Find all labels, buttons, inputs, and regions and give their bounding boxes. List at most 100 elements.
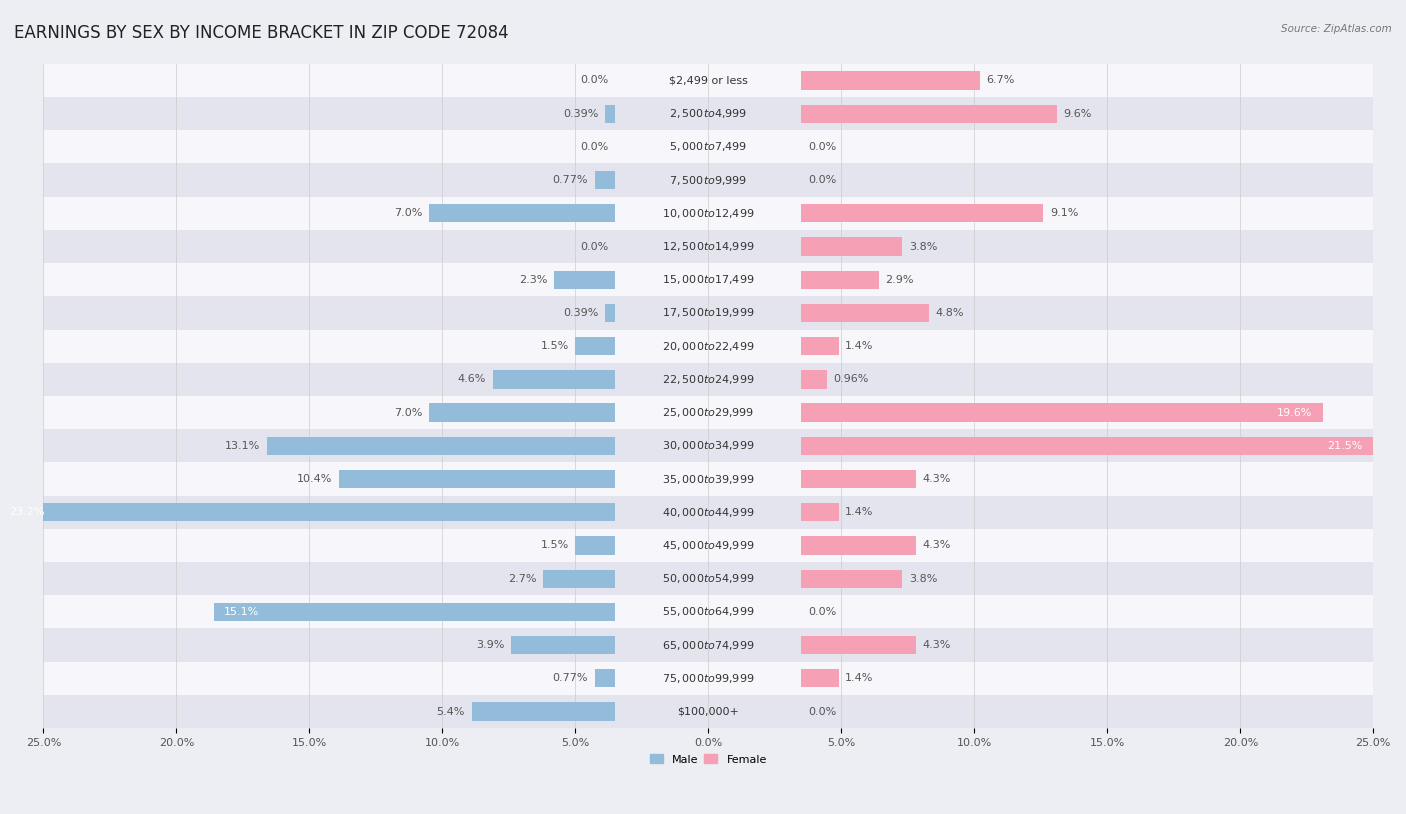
Text: $100,000+: $100,000+ — [678, 707, 740, 716]
Text: 2.3%: 2.3% — [519, 275, 547, 285]
Text: $5,000 to $7,499: $5,000 to $7,499 — [669, 140, 748, 153]
Text: $15,000 to $17,499: $15,000 to $17,499 — [662, 274, 755, 287]
Text: 5.4%: 5.4% — [436, 707, 465, 716]
Text: 7.0%: 7.0% — [394, 208, 422, 218]
Text: $2,499 or less: $2,499 or less — [669, 76, 748, 85]
Text: EARNINGS BY SEX BY INCOME BRACKET IN ZIP CODE 72084: EARNINGS BY SEX BY INCOME BRACKET IN ZIP… — [14, 24, 509, 42]
Text: 9.6%: 9.6% — [1063, 108, 1092, 119]
Bar — [801, 72, 980, 90]
Bar — [801, 636, 915, 654]
Text: 3.8%: 3.8% — [910, 574, 938, 584]
Bar — [44, 396, 1374, 429]
Text: 0.0%: 0.0% — [808, 607, 837, 617]
Bar — [554, 270, 616, 289]
Bar — [44, 595, 1374, 628]
Bar — [44, 628, 1374, 662]
Text: 3.8%: 3.8% — [910, 242, 938, 252]
Text: $75,000 to $99,999: $75,000 to $99,999 — [662, 672, 755, 685]
Text: $50,000 to $54,999: $50,000 to $54,999 — [662, 572, 755, 585]
Text: 1.4%: 1.4% — [845, 673, 873, 683]
Legend: Male, Female: Male, Female — [645, 750, 772, 769]
Text: $2,500 to $4,999: $2,500 to $4,999 — [669, 107, 748, 120]
Bar — [801, 370, 827, 388]
Text: $45,000 to $49,999: $45,000 to $49,999 — [662, 539, 755, 552]
Bar — [801, 536, 915, 554]
Text: 4.3%: 4.3% — [922, 474, 950, 484]
Text: 23.2%: 23.2% — [8, 507, 44, 517]
Text: 1.4%: 1.4% — [845, 341, 873, 351]
Text: $20,000 to $22,499: $20,000 to $22,499 — [662, 339, 755, 352]
Text: 0.77%: 0.77% — [553, 673, 588, 683]
Bar — [595, 171, 616, 189]
Bar — [44, 529, 1374, 562]
Text: $22,500 to $24,999: $22,500 to $24,999 — [662, 373, 755, 386]
Text: 0.0%: 0.0% — [581, 76, 609, 85]
Bar — [471, 702, 616, 720]
Text: $65,000 to $74,999: $65,000 to $74,999 — [662, 639, 755, 651]
Bar — [801, 204, 1043, 222]
Bar — [44, 230, 1374, 263]
Bar — [44, 462, 1374, 496]
Bar — [494, 370, 616, 388]
Bar — [575, 536, 616, 554]
Text: $10,000 to $12,499: $10,000 to $12,499 — [662, 207, 755, 220]
Text: 19.6%: 19.6% — [1277, 408, 1312, 418]
Text: 4.3%: 4.3% — [922, 540, 950, 550]
Text: 2.7%: 2.7% — [508, 574, 537, 584]
Text: 1.5%: 1.5% — [540, 341, 568, 351]
Bar — [44, 562, 1374, 595]
Text: 0.39%: 0.39% — [562, 308, 598, 318]
Bar — [44, 296, 1374, 330]
Text: 7.0%: 7.0% — [394, 408, 422, 418]
Text: 4.3%: 4.3% — [922, 640, 950, 650]
Bar — [44, 164, 1374, 197]
Bar — [801, 570, 903, 588]
Text: 1.5%: 1.5% — [540, 540, 568, 550]
Text: $40,000 to $44,999: $40,000 to $44,999 — [662, 505, 755, 519]
Bar — [44, 662, 1374, 695]
Bar — [801, 503, 838, 521]
Bar — [44, 695, 1374, 728]
Bar — [44, 130, 1374, 164]
Bar — [44, 197, 1374, 230]
Text: 15.1%: 15.1% — [224, 607, 260, 617]
Bar — [595, 669, 616, 688]
Bar — [44, 63, 1374, 97]
Text: 0.0%: 0.0% — [581, 242, 609, 252]
Bar — [801, 337, 838, 355]
Bar — [429, 404, 616, 422]
Bar — [543, 570, 616, 588]
Bar — [801, 470, 915, 488]
Text: 0.0%: 0.0% — [808, 142, 837, 152]
Bar — [0, 503, 616, 521]
Text: 2.9%: 2.9% — [886, 275, 914, 285]
Bar — [44, 330, 1374, 363]
Bar — [801, 404, 1323, 422]
Text: 3.9%: 3.9% — [477, 640, 505, 650]
Text: 6.7%: 6.7% — [986, 76, 1015, 85]
Text: 21.5%: 21.5% — [1327, 441, 1362, 451]
Bar — [605, 304, 616, 322]
Bar — [801, 436, 1374, 455]
Text: 0.0%: 0.0% — [808, 707, 837, 716]
Bar — [575, 337, 616, 355]
Bar — [801, 238, 903, 256]
Bar — [214, 602, 616, 621]
Text: $12,500 to $14,999: $12,500 to $14,999 — [662, 240, 755, 253]
Text: 13.1%: 13.1% — [225, 441, 260, 451]
Bar — [267, 436, 616, 455]
Bar — [801, 669, 838, 688]
Text: 0.0%: 0.0% — [581, 142, 609, 152]
Bar — [44, 496, 1374, 529]
Text: $55,000 to $64,999: $55,000 to $64,999 — [662, 606, 755, 619]
Text: $30,000 to $34,999: $30,000 to $34,999 — [662, 440, 755, 453]
Bar — [339, 470, 616, 488]
Text: 0.77%: 0.77% — [553, 175, 588, 185]
Text: $25,000 to $29,999: $25,000 to $29,999 — [662, 406, 755, 419]
Bar — [44, 263, 1374, 296]
Bar — [44, 429, 1374, 462]
Text: 9.1%: 9.1% — [1050, 208, 1078, 218]
Text: 0.39%: 0.39% — [562, 108, 598, 119]
Text: 0.96%: 0.96% — [834, 374, 869, 384]
Text: 1.4%: 1.4% — [845, 507, 873, 517]
